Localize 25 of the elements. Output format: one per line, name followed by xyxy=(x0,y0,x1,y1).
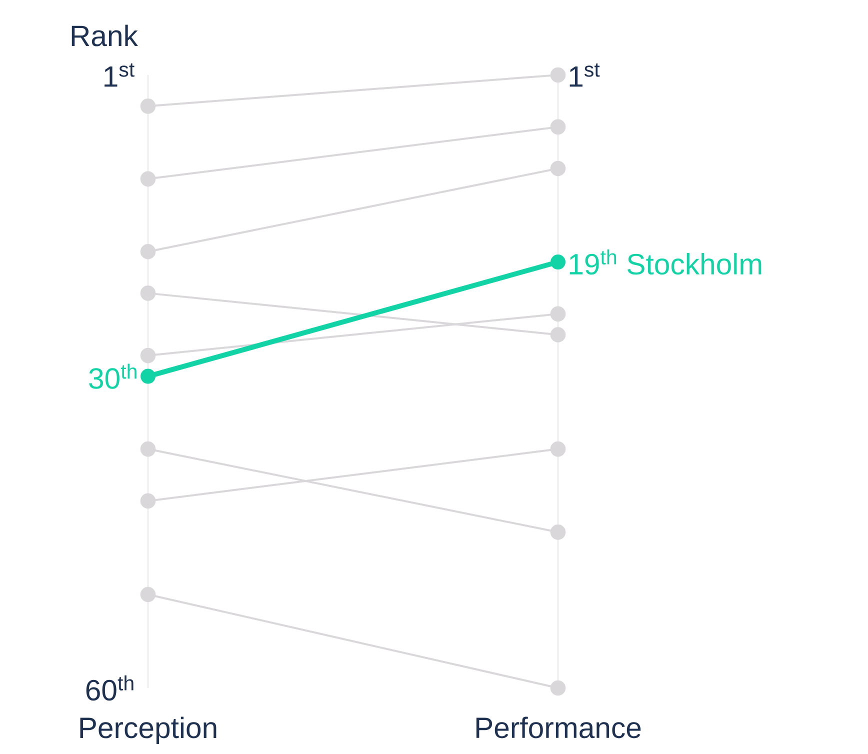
point xyxy=(140,286,156,301)
point xyxy=(140,493,156,509)
point xyxy=(550,441,566,457)
point xyxy=(550,680,566,696)
point xyxy=(140,441,156,457)
point xyxy=(140,368,156,384)
y-tick-label: 60$^{th}$ xyxy=(86,675,134,701)
point xyxy=(550,306,566,322)
point xyxy=(550,119,566,135)
point xyxy=(550,327,566,342)
point xyxy=(140,244,156,260)
annotation: 30$^{th}$ xyxy=(89,364,136,389)
point xyxy=(550,160,566,176)
annotation: 1$^{st}$ xyxy=(570,63,600,87)
point xyxy=(140,98,156,114)
x-tick-label: Performance xyxy=(476,716,641,738)
point xyxy=(550,524,566,540)
annotation: 19$^{th}$ Stockholm xyxy=(570,250,762,275)
point xyxy=(550,254,566,270)
y-axis-title: Rank xyxy=(72,24,138,46)
point xyxy=(140,171,156,187)
point xyxy=(140,348,156,364)
point xyxy=(140,586,156,602)
x-tick-label: Perception xyxy=(80,716,216,744)
point xyxy=(550,67,566,83)
